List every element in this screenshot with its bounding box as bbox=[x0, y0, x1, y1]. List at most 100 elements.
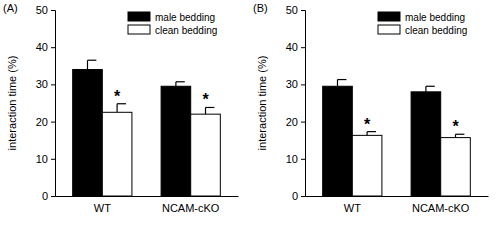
tick-label: 50 bbox=[36, 4, 48, 16]
error-bar bbox=[117, 104, 126, 113]
tick-label: 10 bbox=[286, 153, 298, 165]
error-line bbox=[337, 80, 338, 87]
tick-label: NCAM-cKO bbox=[412, 202, 470, 214]
significance-marker: * bbox=[114, 88, 121, 105]
x-axis: WT NCAM-cKO bbox=[56, 196, 239, 214]
error-bar bbox=[87, 60, 96, 69]
legend-swatch bbox=[128, 25, 150, 34]
tick-mark bbox=[301, 47, 305, 48]
tick: 50 bbox=[286, 4, 305, 16]
tick: 20 bbox=[36, 116, 55, 128]
bar bbox=[323, 86, 353, 196]
legend-item: male bedding bbox=[128, 12, 215, 23]
bar bbox=[161, 86, 191, 196]
legend: male bedding clean bedding bbox=[378, 12, 467, 36]
panel: * * 0 10 20 30 40 50 WT NCAM-cKO interaction time … bbox=[253, 2, 489, 214]
error-cap bbox=[337, 79, 346, 80]
tick: 0 bbox=[42, 190, 55, 202]
axis-title: interaction time (%) bbox=[6, 56, 18, 151]
tick: 0 bbox=[292, 190, 305, 202]
legend-swatch bbox=[128, 12, 150, 21]
error-line bbox=[175, 82, 176, 86]
y-axis: 0 10 20 30 40 50 bbox=[36, 4, 56, 202]
axis-line bbox=[56, 196, 239, 197]
bar bbox=[352, 135, 382, 196]
tick-label: WT bbox=[344, 202, 361, 214]
legend-label: male bedding bbox=[405, 12, 465, 23]
tick-mark bbox=[301, 84, 305, 85]
bar bbox=[102, 112, 132, 196]
tick-label: WT bbox=[94, 202, 111, 214]
tick: 50 bbox=[36, 4, 55, 16]
legend-label: male bedding bbox=[155, 12, 215, 23]
legend: male bedding clean bedding bbox=[128, 12, 217, 36]
tick: 40 bbox=[286, 41, 305, 53]
legend-label: clean bedding bbox=[155, 25, 217, 36]
error-line bbox=[87, 60, 88, 69]
significance-marker: * bbox=[452, 118, 459, 135]
panel-label: (A) bbox=[3, 2, 18, 14]
tick-label: 50 bbox=[286, 4, 298, 16]
axis-line bbox=[51, 11, 56, 197]
tick-label: 10 bbox=[36, 153, 48, 165]
tick-mark bbox=[301, 196, 305, 197]
legend-swatch bbox=[378, 25, 400, 34]
error-cap bbox=[87, 60, 96, 61]
figure: * * 0 10 20 30 40 50 WT NCAM-cKO interaction time … bbox=[0, 0, 500, 240]
tick-label: NCAM-cKO bbox=[162, 202, 220, 214]
bar bbox=[73, 70, 103, 196]
tick-mark bbox=[301, 10, 305, 11]
legend-swatch bbox=[378, 12, 400, 21]
tick: NCAM-cKO bbox=[162, 196, 220, 214]
legend-item: clean bedding bbox=[378, 25, 467, 36]
tick-label: 20 bbox=[286, 116, 298, 128]
error-cap bbox=[176, 81, 185, 82]
error-line bbox=[425, 86, 426, 92]
tick-mark bbox=[51, 84, 55, 85]
error-bar bbox=[337, 80, 346, 87]
tick-mark bbox=[51, 196, 55, 197]
y-axis: 0 10 20 30 40 50 bbox=[286, 4, 306, 202]
tick: 40 bbox=[36, 41, 55, 53]
tick-mark bbox=[51, 47, 55, 48]
tick: NCAM-cKO bbox=[412, 196, 470, 214]
tick-label: 40 bbox=[286, 41, 298, 53]
bar bbox=[441, 138, 471, 196]
legend-label: clean bedding bbox=[405, 25, 467, 36]
bar bbox=[191, 114, 221, 196]
axis-line bbox=[306, 196, 489, 197]
tick-mark bbox=[301, 159, 305, 160]
panel-label: (B) bbox=[253, 2, 268, 14]
error-line bbox=[117, 104, 118, 113]
x-axis: WT NCAM-cKO bbox=[306, 196, 489, 214]
significance-marker: * bbox=[202, 91, 209, 108]
tick-label: 0 bbox=[42, 190, 48, 202]
significance-marker: * bbox=[364, 116, 371, 133]
tick-label: 0 bbox=[292, 190, 298, 202]
tick: 10 bbox=[286, 153, 305, 165]
tick-label: 30 bbox=[36, 78, 48, 90]
bar bbox=[411, 92, 441, 196]
tick: 10 bbox=[36, 153, 55, 165]
tick: WT bbox=[94, 196, 111, 214]
panel: * * 0 10 20 30 40 50 WT NCAM-cKO interaction time … bbox=[3, 2, 239, 214]
tick: 30 bbox=[286, 78, 305, 90]
tick: 20 bbox=[286, 116, 305, 128]
error-cap bbox=[426, 86, 435, 87]
error-bar bbox=[176, 82, 185, 86]
tick-label: 30 bbox=[286, 78, 298, 90]
legend-item: clean bedding bbox=[128, 25, 217, 36]
tick-mark bbox=[51, 10, 55, 11]
tick: WT bbox=[344, 196, 361, 214]
tick: 30 bbox=[36, 78, 55, 90]
plot-area bbox=[73, 60, 221, 196]
legend-item: male bedding bbox=[378, 12, 465, 23]
tick-mark bbox=[51, 122, 55, 123]
tick-mark bbox=[301, 122, 305, 123]
axis-title: interaction time (%) bbox=[256, 56, 268, 151]
tick-label: 20 bbox=[36, 116, 48, 128]
tick-label: 40 bbox=[36, 41, 48, 53]
plot-area bbox=[323, 80, 471, 196]
tick-mark bbox=[51, 159, 55, 160]
error-bar bbox=[426, 86, 435, 92]
